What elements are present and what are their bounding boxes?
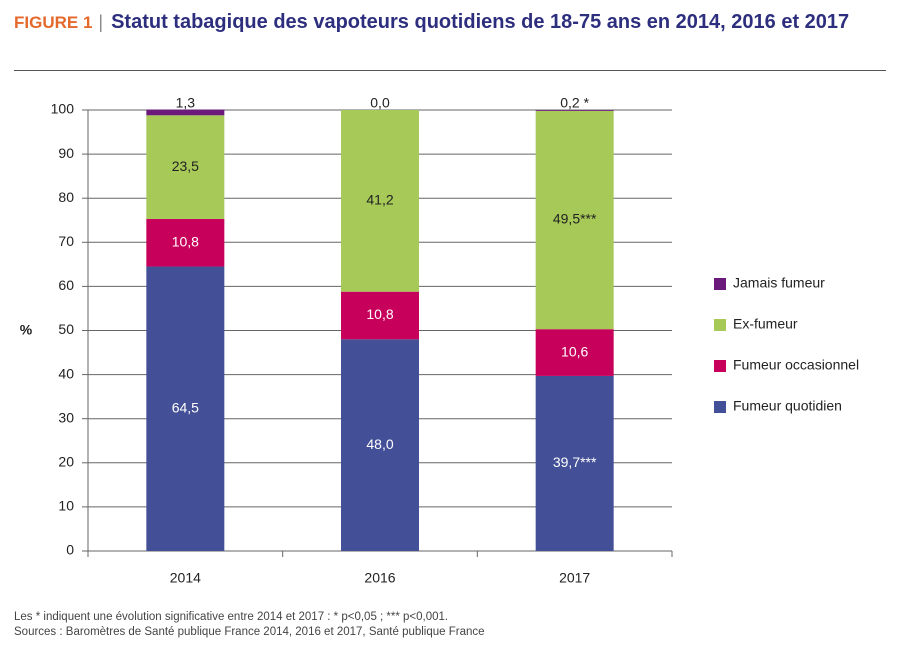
bar-segment: [341, 291, 419, 340]
y-tick-label: 70: [58, 233, 74, 249]
bar-segment: [535, 110, 614, 111]
value-label: 23,5: [172, 158, 199, 174]
value-label: 10,8: [172, 233, 199, 249]
value-label: 10,8: [366, 306, 393, 322]
bar-segment: [535, 329, 614, 376]
notes: Les * indiquent une évolution significat…: [14, 610, 485, 640]
figure-label: FIGURE 1: [14, 13, 93, 32]
y-tick-label: 10: [58, 498, 74, 514]
bar-segment: [341, 110, 419, 292]
y-tick-label: 0: [66, 542, 74, 558]
separator: |: [98, 12, 104, 32]
y-tick-label: 20: [58, 454, 74, 470]
value-label: 10,6: [561, 343, 588, 359]
y-axis-label: %: [20, 322, 33, 338]
legend-swatch: [714, 319, 726, 331]
bar-segment: [146, 115, 225, 219]
legend-label: Fumeur occasionnel: [733, 357, 859, 373]
legend-swatch: [714, 360, 726, 372]
note: Les * indiquent une évolution significat…: [14, 611, 449, 623]
bar-segment: [146, 109, 225, 116]
header-rule: [14, 70, 886, 71]
legend-swatch: [714, 401, 726, 413]
value-label: 0,2 *: [560, 95, 589, 111]
value-label: 48,0: [366, 436, 393, 452]
value-label: 64,5: [172, 399, 199, 415]
x-tick-label: 2014: [170, 570, 201, 586]
bar-segment: [535, 110, 614, 330]
x-tick-label: 2017: [559, 570, 590, 586]
legend-swatch: [714, 278, 726, 290]
source: Sources : Baromètres de Santé publique F…: [14, 626, 485, 638]
bar-segment: [146, 218, 225, 267]
y-tick-label: 30: [58, 409, 74, 425]
y-tick-label: 60: [58, 277, 74, 293]
chart-title: Statut tabagique des vapoteurs quotidien…: [111, 11, 850, 33]
legend-label: Jamais fumeur: [733, 275, 825, 291]
legend-label: Fumeur quotidien: [733, 398, 842, 414]
y-tick-label: 90: [58, 145, 74, 161]
y-tick-label: 80: [58, 189, 74, 205]
bar-segment: [341, 339, 419, 551]
legend-label: Ex-fumeur: [733, 316, 798, 332]
x-tick-label: 2016: [364, 570, 395, 586]
value-label: 41,2: [366, 192, 393, 208]
value-label: 1,3: [176, 95, 196, 111]
y-tick-label: 40: [58, 365, 74, 381]
y-tick-label: 100: [51, 101, 75, 117]
value-label: 0,0: [370, 95, 390, 111]
bar-segment: [535, 375, 614, 551]
y-tick-label: 50: [58, 321, 74, 337]
value-label: 39,7***: [553, 454, 597, 470]
bar-segment: [146, 266, 225, 551]
value-label: 49,5***: [553, 211, 597, 227]
header: FIGURE 1 | Statut tabagique des vapoteurs …: [14, 10, 884, 35]
